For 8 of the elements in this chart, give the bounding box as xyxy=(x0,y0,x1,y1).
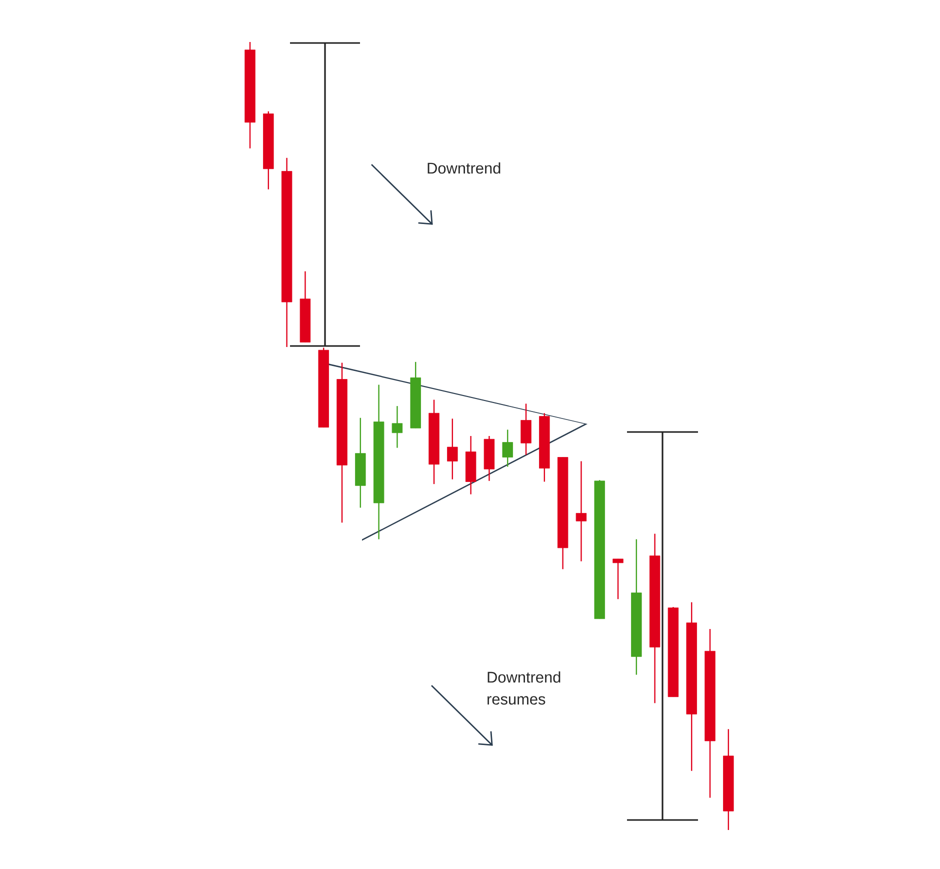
annotation: Downtrend xyxy=(428,162,500,174)
candlestick xyxy=(612,558,624,600)
candlestick xyxy=(502,429,513,468)
candlestick xyxy=(447,418,458,480)
annotation: Downtrend resumes xyxy=(488,671,560,705)
candlestick xyxy=(576,460,587,562)
candlestick xyxy=(520,403,532,456)
candlestick xyxy=(392,405,403,448)
